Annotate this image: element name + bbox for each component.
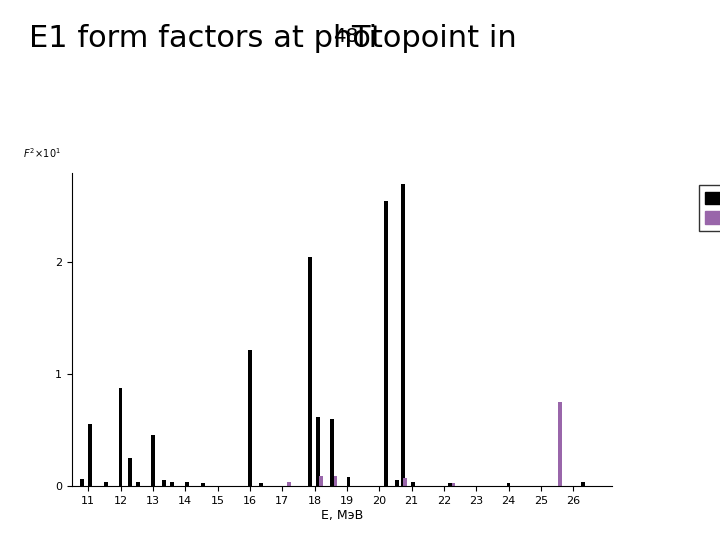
Bar	[88, 424, 91, 486]
Bar	[451, 483, 456, 486]
Bar	[259, 483, 263, 486]
Bar	[104, 482, 108, 486]
Bar	[128, 458, 132, 486]
Bar	[151, 435, 155, 486]
Text: E1 form factors at photopoint in: E1 form factors at photopoint in	[29, 24, 526, 53]
Bar	[171, 482, 174, 486]
Bar	[201, 483, 205, 486]
Bar	[307, 256, 312, 486]
Bar	[119, 388, 122, 486]
Bar	[162, 481, 166, 486]
Bar	[333, 476, 338, 486]
Bar	[319, 476, 323, 486]
Bar	[403, 478, 407, 486]
Bar	[581, 482, 585, 486]
Bar	[185, 482, 189, 486]
Bar	[330, 419, 334, 486]
Text: Ti: Ti	[351, 24, 377, 53]
Bar	[411, 482, 415, 486]
Bar	[402, 184, 405, 486]
Bar	[507, 483, 510, 486]
Text: 48: 48	[333, 27, 359, 46]
Text: $F^2\!\times\!10^1$: $F^2\!\times\!10^1$	[23, 146, 61, 160]
Bar	[248, 349, 252, 486]
Bar	[80, 480, 84, 486]
Bar	[287, 482, 291, 486]
Bar	[346, 477, 351, 486]
Bar	[316, 417, 320, 486]
Bar	[449, 483, 452, 486]
X-axis label: E, МэВ: E, МэВ	[321, 509, 363, 522]
Bar	[558, 402, 562, 486]
Bar	[136, 482, 140, 486]
Bar	[384, 201, 387, 486]
Bar	[395, 481, 399, 486]
Legend: T=2, T=3: T=2, T=3	[698, 185, 720, 231]
